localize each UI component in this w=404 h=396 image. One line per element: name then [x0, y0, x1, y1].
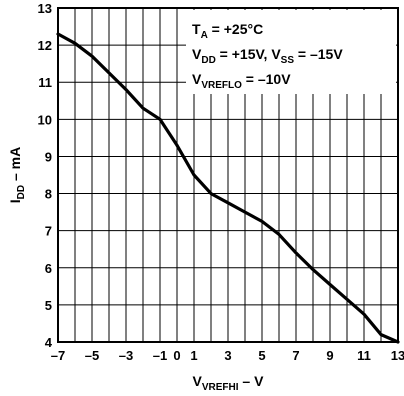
x-axis-label: VVREFHI – V [193, 373, 265, 393]
y-tick-label: 11 [38, 75, 52, 90]
y-tick-label: 4 [45, 335, 53, 350]
annotation-line: VDD = +15V, VSS = –15V [192, 46, 343, 66]
y-tick-label: 12 [38, 38, 52, 53]
plot-frame [57, 7, 399, 343]
y-tick-label: 6 [45, 261, 52, 276]
y-tick-label: 5 [45, 298, 52, 313]
annotation-box: TA = +25°C VDD = +15V, VSS = –15V VVREFLO … [186, 10, 396, 94]
annotation-line: TA = +25°C [192, 21, 263, 41]
x-tick-label: 1 [190, 348, 197, 363]
x-tick-label: 7 [292, 348, 299, 363]
y-tick-label: 7 [45, 224, 52, 239]
y-tick-label: 9 [45, 149, 52, 164]
x-tick-label: –7 [51, 348, 65, 363]
y-tick-label: 8 [45, 187, 52, 202]
x-tick-label: 11 [357, 348, 371, 363]
x-tick-label: –5 [85, 348, 99, 363]
x-tick-label: 3 [224, 348, 231, 363]
x-tick-label: 5 [258, 348, 265, 363]
y-tick-label: 13 [38, 1, 52, 16]
annotation-line: VVREFLO = –10V [192, 71, 291, 91]
x-tick-label: 0 [173, 348, 180, 363]
y-axis-label: IDD – mA [7, 147, 27, 203]
x-tick-label: –1 [153, 348, 167, 363]
x-tick-label: –3 [119, 348, 133, 363]
x-tick-label: 9 [326, 348, 333, 363]
y-tick-label: 10 [38, 112, 52, 127]
x-tick-label: 13 [391, 348, 404, 363]
annotation-background [186, 10, 396, 94]
